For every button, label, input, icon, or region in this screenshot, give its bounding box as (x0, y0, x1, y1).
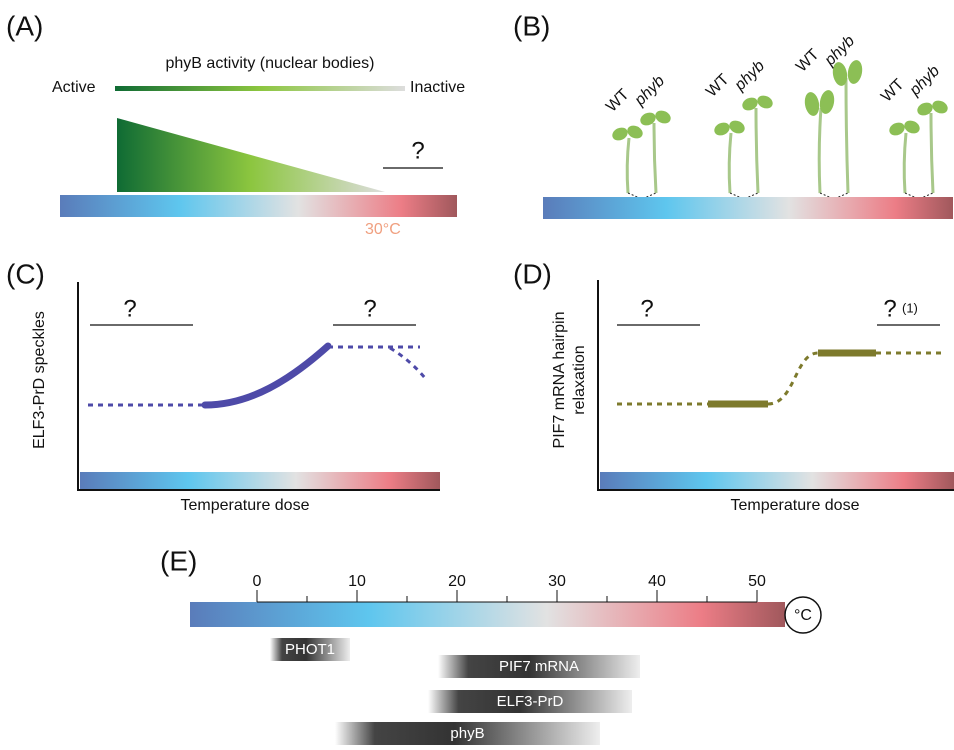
genotype-label: phyb (906, 62, 943, 99)
y-axis-label: relaxation (571, 345, 588, 414)
curve-dotted (767, 351, 819, 406)
x-axis-label: Temperature dose (181, 497, 310, 514)
curve-dotted (389, 346, 427, 379)
unit: °C (794, 607, 812, 624)
panel-label: (C) (6, 258, 45, 289)
cotyledon (627, 125, 643, 139)
cotyledon (804, 92, 820, 116)
cotyledon (904, 120, 920, 134)
cotyledon (757, 95, 773, 109)
cotyledon (742, 97, 758, 111)
stem (727, 132, 733, 194)
activity-wedge (117, 118, 385, 192)
cotyledon (847, 60, 863, 84)
stem (652, 122, 658, 194)
stem (817, 107, 823, 194)
inactive-label: Inactive (410, 79, 465, 96)
temperature-bar (600, 472, 954, 490)
curve-solid (201, 342, 332, 409)
stem (754, 107, 760, 194)
x-axis-label: Temperature dose (731, 497, 860, 514)
axis (597, 280, 954, 491)
tick-label: 50 (748, 573, 766, 590)
range-bar (438, 655, 640, 678)
temperature-bar (60, 195, 457, 217)
cotyledon (819, 90, 835, 114)
panel-label: (B) (513, 10, 550, 41)
temperature-bar (80, 472, 440, 490)
cotyledon (640, 112, 656, 126)
activity-bar (115, 86, 405, 91)
cotyledon (932, 100, 948, 114)
genotype-label: phyb (631, 72, 668, 109)
cotyledon (714, 122, 730, 136)
active-label: Active (52, 79, 96, 96)
temperature-label: 30°C (365, 221, 401, 238)
range-label: ELF3-PrD (497, 693, 564, 710)
stem (902, 132, 908, 194)
connector (729, 192, 759, 200)
range-bar (335, 722, 600, 745)
question: ? (123, 295, 136, 322)
range-bar (428, 690, 632, 713)
genotype-label: WT (878, 76, 908, 106)
ticks: 0 10 20 30 40 50 (253, 573, 766, 602)
range-label: PHOT1 (285, 641, 335, 658)
cotyledon (917, 102, 933, 116)
genotype-label: phyb (731, 57, 768, 94)
connector (904, 192, 934, 200)
note: (1) (902, 300, 918, 315)
panel-label: (A) (6, 10, 43, 41)
y-axis-label: ELF3-PrD speckles (31, 311, 48, 449)
tick-label: 40 (648, 573, 666, 590)
temperature-bar (543, 197, 953, 219)
cotyledon (612, 127, 628, 141)
question: ? (883, 295, 896, 322)
connector (627, 192, 657, 200)
panel-label: (D) (513, 258, 552, 289)
cotyledon (729, 120, 745, 134)
stem (625, 137, 631, 194)
question: ? (363, 295, 376, 322)
range-bars: PHOT1 PIF7 mRNA ELF3-PrD phyB (270, 638, 640, 745)
question: ? (640, 295, 653, 322)
cotyledon (889, 122, 905, 136)
temperature-scale (190, 602, 785, 627)
y-axis-label: PIF7 mRNA hairpin (551, 312, 568, 449)
range-label: PIF7 mRNA (499, 658, 579, 675)
tick-label: 0 (253, 573, 262, 590)
range-label: phyB (450, 725, 484, 742)
title: phyB activity (nuclear bodies) (166, 55, 375, 72)
tick-label: 20 (448, 573, 466, 590)
stem (844, 77, 850, 194)
tick-label: 10 (348, 573, 366, 590)
genotype-label: WT (603, 86, 633, 116)
connector (819, 192, 849, 200)
genotype-label: WT (703, 71, 733, 101)
cotyledon (832, 62, 848, 86)
tick-label: 30 (548, 573, 566, 590)
panel-label: (E) (160, 545, 197, 576)
unit-circle (784, 596, 822, 634)
axis (77, 282, 440, 491)
genotype-label: WT (793, 46, 823, 76)
cotyledon (655, 110, 671, 124)
question: ? (411, 137, 424, 164)
range-bar (270, 638, 350, 661)
stem (929, 112, 935, 194)
